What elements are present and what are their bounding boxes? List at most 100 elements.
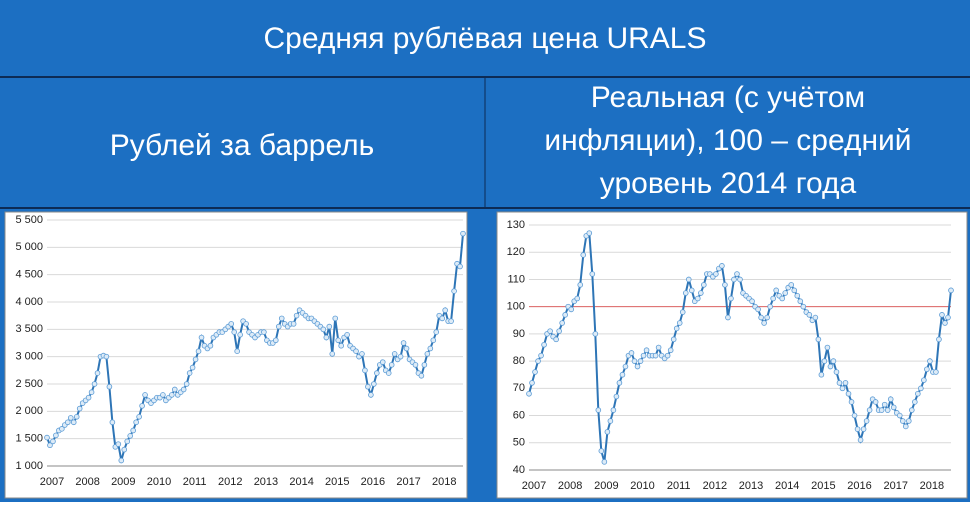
data-point xyxy=(139,403,145,409)
data-point xyxy=(924,366,930,373)
x-tick-label: 2007 xyxy=(40,476,64,488)
y-tick-label: 1 000 xyxy=(15,460,43,472)
data-point xyxy=(442,307,448,314)
data-point xyxy=(448,318,454,324)
x-tick-label: 2015 xyxy=(325,476,349,488)
data-point xyxy=(604,429,611,435)
x-tick-label: 2008 xyxy=(558,480,582,492)
data-point xyxy=(791,287,798,294)
x-tick-label: 2011 xyxy=(183,476,207,488)
data-point xyxy=(70,419,77,426)
x-tick-label: 2017 xyxy=(396,476,420,488)
data-point xyxy=(619,371,626,378)
x-tick-label: 2009 xyxy=(111,476,135,488)
data-point xyxy=(872,399,879,405)
x-tick-label: 2010 xyxy=(147,476,171,488)
data-point xyxy=(103,353,110,360)
x-tick-label: 2011 xyxy=(667,480,691,492)
data-point xyxy=(755,306,761,313)
panel-title: уровень 2014 года xyxy=(600,167,857,200)
data-point xyxy=(231,329,238,335)
data-point xyxy=(664,352,671,359)
data-point xyxy=(421,362,428,368)
panel-title: Рублей за баррель xyxy=(110,129,375,162)
data-point xyxy=(667,347,674,354)
data-point xyxy=(293,312,300,319)
x-tick-label: 2010 xyxy=(630,480,654,492)
data-point xyxy=(368,392,374,398)
data-point xyxy=(652,352,659,359)
x-tick-label: 2012 xyxy=(218,476,242,488)
data-point xyxy=(189,364,196,371)
data-point xyxy=(725,314,731,321)
data-point xyxy=(860,426,867,432)
x-tick-label: 2014 xyxy=(289,476,313,488)
data-point xyxy=(698,290,704,296)
data-point xyxy=(731,276,737,283)
data-point xyxy=(371,381,377,387)
data-point xyxy=(121,446,128,453)
chart-panel xyxy=(4,211,468,499)
y-tick-label: 130 xyxy=(507,219,525,231)
data-point xyxy=(884,407,891,413)
data-point xyxy=(577,282,584,288)
data-point xyxy=(701,282,707,288)
data-point xyxy=(451,288,457,294)
data-point xyxy=(896,412,903,419)
data-point xyxy=(655,344,662,351)
slide-title: Средняя рублёвая цена URALS xyxy=(264,22,707,55)
data-point xyxy=(365,383,371,390)
data-point xyxy=(827,363,834,370)
data-point xyxy=(933,369,939,375)
data-point xyxy=(412,362,419,368)
data-point xyxy=(767,303,773,310)
data-point xyxy=(912,399,918,405)
data-point xyxy=(344,331,350,338)
x-tick-label: 2016 xyxy=(847,480,871,492)
data-point xyxy=(278,315,285,322)
data-point xyxy=(192,356,199,363)
data-point xyxy=(779,295,785,302)
data-point xyxy=(47,442,53,449)
data-point xyxy=(945,314,951,321)
data-point xyxy=(948,287,954,294)
data-point xyxy=(91,381,98,387)
data-point xyxy=(106,383,113,390)
data-point xyxy=(275,323,282,330)
data-point xyxy=(628,350,635,356)
data-point xyxy=(124,438,131,445)
data-point xyxy=(734,271,740,277)
data-point xyxy=(643,347,650,354)
data-point xyxy=(320,326,327,333)
data-point xyxy=(160,392,166,398)
data-point xyxy=(323,334,330,341)
data-point xyxy=(115,441,122,447)
data-point xyxy=(737,276,743,283)
x-tick-label: 2018 xyxy=(432,476,456,488)
y-tick-label: 90 xyxy=(513,328,525,340)
data-point xyxy=(631,358,638,364)
data-point xyxy=(529,380,535,386)
data-point xyxy=(326,323,333,330)
y-tick-label: 70 xyxy=(513,382,525,394)
data-point xyxy=(719,263,725,269)
y-tick-label: 80 xyxy=(513,355,525,367)
data-point xyxy=(806,312,813,318)
y-tick-label: 3 000 xyxy=(15,351,43,363)
x-tick-label: 2017 xyxy=(883,480,907,492)
data-point xyxy=(538,352,544,359)
data-point xyxy=(842,380,849,386)
data-point xyxy=(887,396,894,403)
data-point xyxy=(589,271,596,277)
y-tick-label: 4 500 xyxy=(15,269,43,281)
x-tick-label: 2009 xyxy=(594,480,618,492)
data-point xyxy=(332,315,339,322)
data-point xyxy=(878,407,885,413)
data-point xyxy=(854,426,861,432)
data-point xyxy=(939,312,945,318)
data-point xyxy=(85,394,92,401)
data-point xyxy=(682,290,689,296)
data-point xyxy=(836,380,843,386)
data-point xyxy=(94,370,101,376)
data-point xyxy=(881,401,888,408)
